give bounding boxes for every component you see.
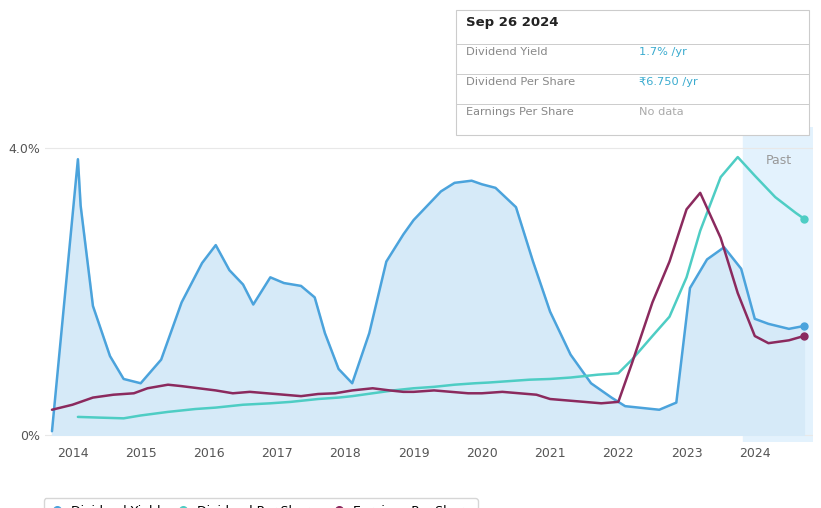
Text: 1.7% /yr: 1.7% /yr [640,47,687,57]
Bar [743,127,821,442]
Text: Past: Past [766,154,791,167]
Text: Earnings Per Share: Earnings Per Share [466,107,573,116]
Text: Dividend Per Share: Dividend Per Share [466,77,575,87]
Text: Sep 26 2024: Sep 26 2024 [466,16,558,29]
Legend: Dividend Yield, Dividend Per Share, Earnings Per Share: Dividend Yield, Dividend Per Share, Earn… [44,498,478,508]
Text: No data: No data [640,107,684,116]
Text: ₹6.750 /yr: ₹6.750 /yr [640,77,698,87]
Text: Dividend Yield: Dividend Yield [466,47,547,57]
